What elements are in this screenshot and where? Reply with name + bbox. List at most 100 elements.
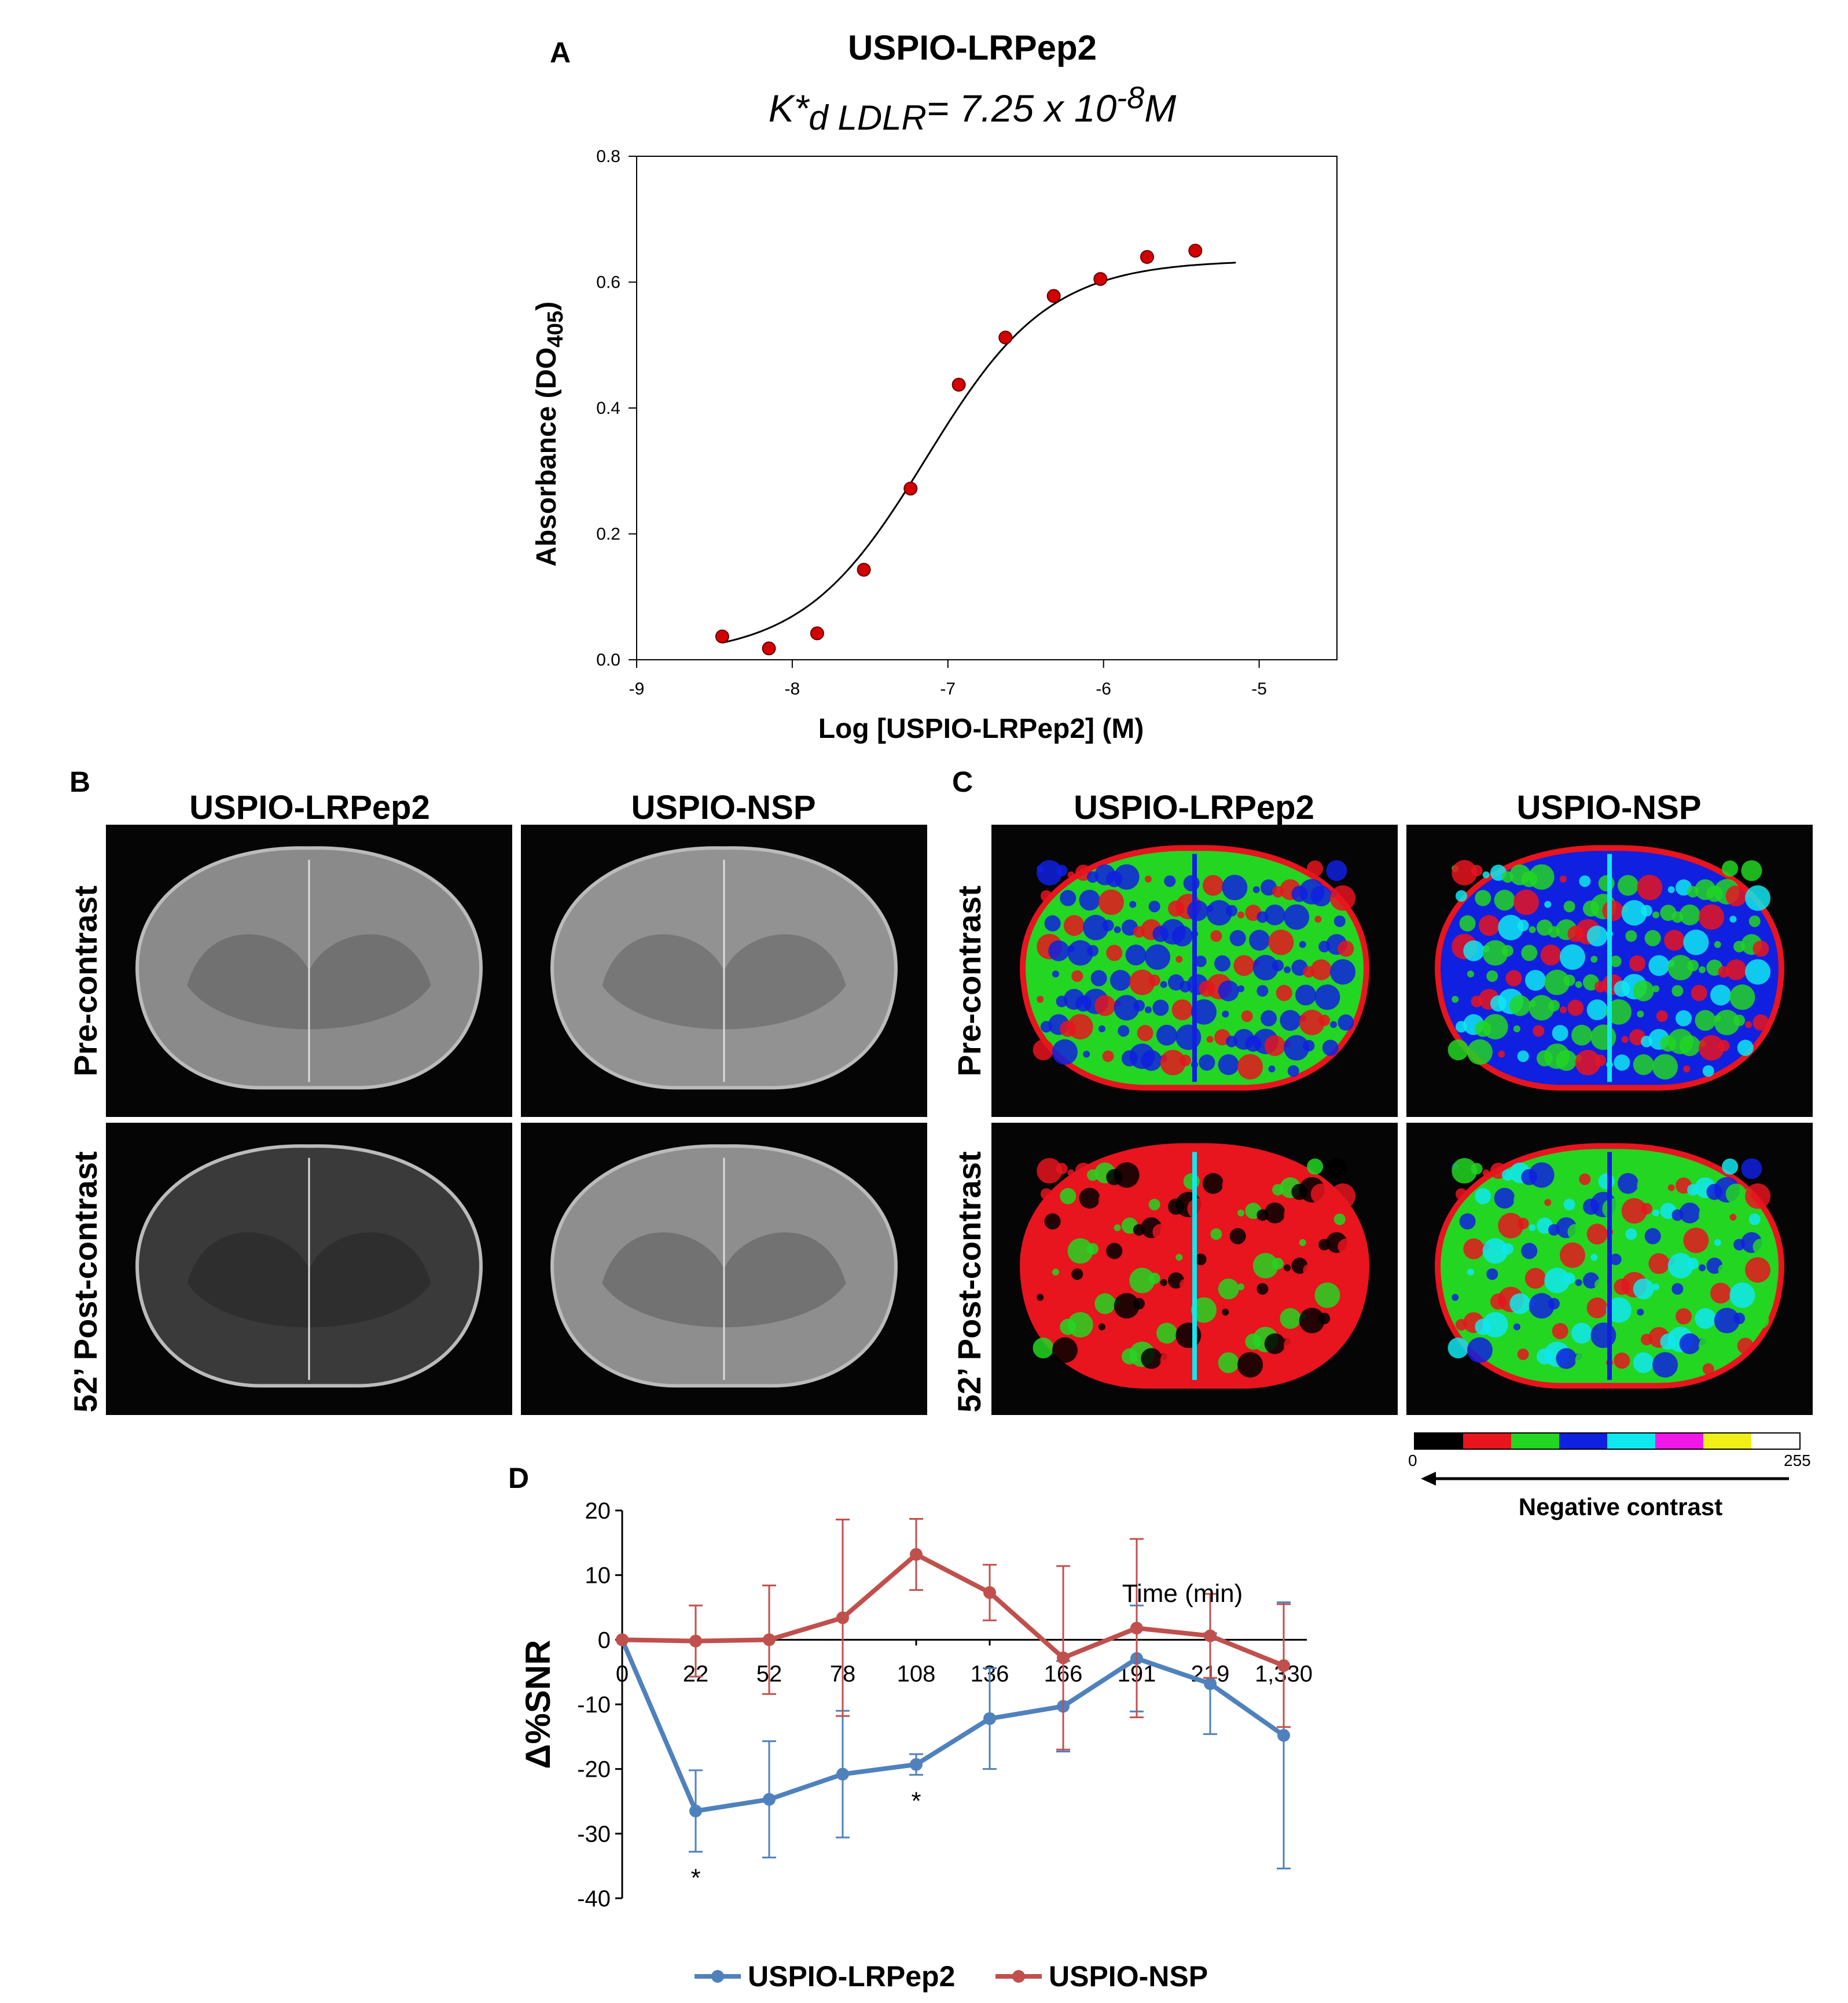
colormap-speckle [1048, 1238, 1070, 1259]
colormap-speckle [1310, 959, 1332, 980]
chart-a-data-point [1093, 272, 1108, 286]
colormap-speckle [1079, 890, 1100, 911]
colormap-speckle [1299, 940, 1306, 948]
colormap-speckle [1063, 915, 1085, 936]
chart-d-data-point [1057, 1651, 1070, 1664]
colormap-speckle [1699, 1333, 1725, 1359]
colormap-speckle [1338, 1014, 1354, 1031]
colormap-speckle [1521, 1243, 1538, 1259]
colormap-speckle [1310, 885, 1332, 907]
colormap-speckle [1625, 1228, 1637, 1240]
chart-d-data-point [1277, 1659, 1290, 1672]
colormap-speckle [1614, 1278, 1630, 1295]
chart-d-x-tick-label: 108 [897, 1661, 936, 1686]
colormap-speckle [1272, 1184, 1284, 1196]
colormap-speckle [1067, 871, 1075, 879]
chart-a-x-tick-label: -7 [940, 679, 956, 699]
mri-colormap-lrpep2-pre [991, 825, 1398, 1117]
colormap-speckle [1299, 1307, 1325, 1333]
colormap-speckle [1330, 1021, 1338, 1028]
colormap-speckle [1175, 1322, 1202, 1348]
chart-a-y-axis-label: Absorbance (DO405) [531, 302, 568, 567]
colormap-speckle [1164, 1173, 1176, 1185]
colormap-speckle [1741, 860, 1762, 881]
colormap-speckle [1699, 966, 1706, 973]
colormap-speckle [1745, 885, 1771, 911]
colormap-speckle [1060, 1318, 1077, 1335]
colormap-speckle [1040, 1021, 1052, 1033]
colormap-speckle [1106, 944, 1123, 961]
colormap-speckle [1641, 1333, 1653, 1346]
colormap-speckle [1040, 1188, 1052, 1200]
colormap-speckle [1745, 1021, 1753, 1028]
colormap-speckle [1307, 1158, 1324, 1175]
colormap-speckle [1102, 1050, 1114, 1063]
colormap-speckle [1094, 1293, 1116, 1314]
colorbar-swatch [1655, 1434, 1703, 1449]
colorbar-swatch [1703, 1434, 1751, 1449]
chart-d-x-axis-label: Time (min) [1122, 1579, 1243, 1608]
colormap-speckle [1199, 1353, 1215, 1369]
colormap-speckle [1268, 1065, 1276, 1072]
colormap-speckle [1276, 1282, 1292, 1299]
colormap-speckle [1237, 1283, 1245, 1291]
chart-a-y-tick-label: 0.6 [596, 273, 620, 292]
colormap-speckle [1687, 885, 1699, 898]
colormap-speckle [1106, 870, 1123, 887]
colormap-speckle [1330, 959, 1356, 985]
colormap-speckle [1060, 1020, 1077, 1037]
colormap-speckle [1567, 999, 1584, 1016]
colormap-speckle [1621, 1333, 1629, 1341]
colormap-speckle [1052, 1337, 1078, 1363]
colormap-speckle [1748, 1213, 1761, 1225]
colormap-speckle [1314, 1214, 1322, 1221]
colormap-speckle [1498, 1212, 1524, 1238]
colormap-speckle [1706, 1184, 1723, 1200]
colormap-speckle [1187, 900, 1208, 921]
chart-d-data-point [910, 1548, 923, 1561]
chart-a-fit-curve [722, 262, 1236, 644]
colormap-speckle [1667, 955, 1693, 981]
colormap-speckle [1544, 901, 1552, 908]
colormap-speckle [1037, 1293, 1044, 1301]
colormap-speckle [1633, 1278, 1654, 1300]
colormap-speckle [1699, 1202, 1725, 1228]
colormap-speckle [1118, 1323, 1130, 1335]
colormap-speckle [1083, 914, 1109, 940]
panel-b-row-label-bottom: 52’ Post-contrast [67, 1151, 104, 1413]
colormap-speckle [1482, 1169, 1490, 1177]
colormap-speckle [1590, 1322, 1616, 1348]
colormap-speckle [1652, 1054, 1678, 1080]
colormap-speckle [1094, 995, 1116, 1016]
colormap-speckle [1218, 1054, 1239, 1075]
colormap-speckle [1660, 1035, 1677, 1052]
colormap-speckle [1459, 915, 1476, 932]
colormap-speckle [1679, 1035, 1700, 1056]
chart-a-data-point [1046, 289, 1061, 303]
colormap-speckle [1529, 995, 1555, 1021]
colormap-speckle [1621, 1198, 1647, 1224]
colormap-speckle [1195, 1254, 1207, 1266]
colormap-speckle [1299, 1009, 1325, 1035]
colormap-speckle [1494, 1188, 1515, 1209]
colormap-speckle [1533, 1025, 1545, 1037]
colormap-speckle [1695, 1308, 1716, 1329]
mri-slice-graphic [1020, 845, 1369, 1091]
colormap-speckle [1330, 1257, 1356, 1283]
colormap-speckle [1318, 1238, 1331, 1251]
colormap-speckle [1164, 875, 1176, 887]
colormap-speckle [1667, 1184, 1675, 1192]
panel-b-col-title-left: USPIO-LRPep2 [189, 789, 430, 826]
colormap-speckle [1129, 1267, 1155, 1293]
colormap-speckle [1648, 955, 1670, 976]
mri-grayscale-nsp-post [521, 1123, 927, 1415]
colormap-speckle [1563, 901, 1575, 913]
chart-a-data-point [1140, 250, 1154, 264]
colormap-speckle [1226, 1333, 1238, 1346]
colormap-speckle [1590, 1024, 1616, 1050]
colormap-speckle [1167, 900, 1184, 917]
colormap-speckle [1529, 926, 1536, 933]
colormap-speckle [1459, 1213, 1476, 1230]
colormap-speckle [1582, 900, 1599, 917]
colormap-speckle [1218, 1352, 1239, 1373]
